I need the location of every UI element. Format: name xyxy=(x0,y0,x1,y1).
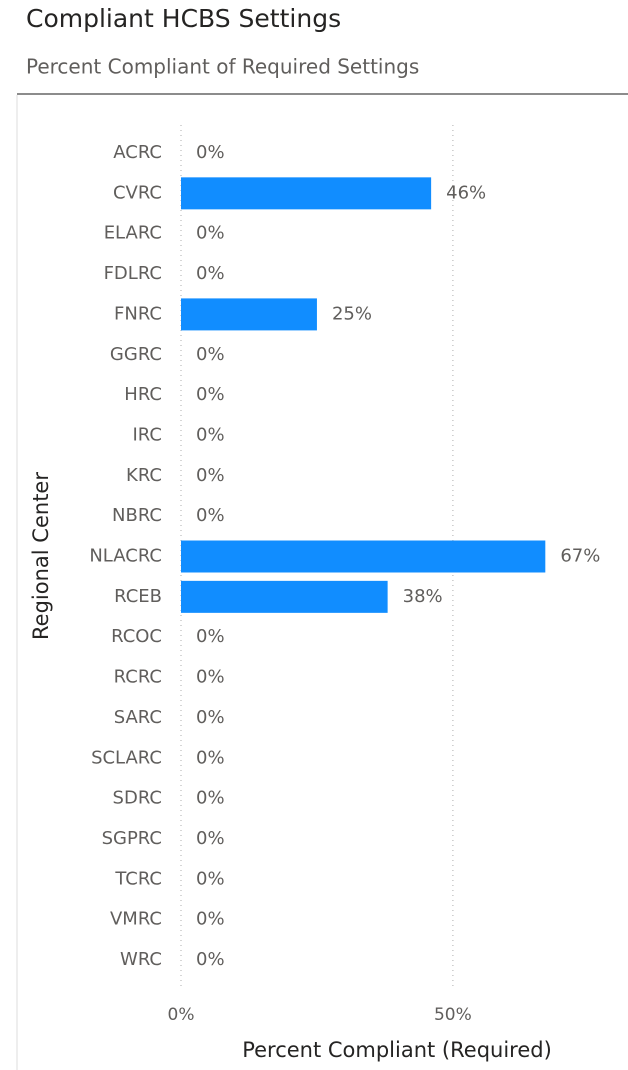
value-label: 0% xyxy=(196,828,225,849)
value-label: 0% xyxy=(196,868,225,889)
x-tick-label: 50% xyxy=(434,1005,472,1025)
value-label: 38% xyxy=(403,586,443,607)
value-label: 46% xyxy=(446,182,486,203)
value-label: 0% xyxy=(196,909,225,930)
y-axis-title: Regional Center xyxy=(29,472,53,640)
y-tick-label: SDRC xyxy=(113,788,162,809)
y-tick-label: FNRC xyxy=(114,303,162,324)
y-tick-label: TCRC xyxy=(114,868,162,889)
value-label: 0% xyxy=(196,626,225,647)
value-label: 0% xyxy=(196,142,225,163)
y-tick-label: RCOC xyxy=(111,626,162,647)
value-label: 25% xyxy=(332,303,372,324)
value-label: 0% xyxy=(196,707,225,728)
value-label: 0% xyxy=(196,223,225,244)
y-tick-label: ACRC xyxy=(113,142,162,163)
y-tick-label: SCLARC xyxy=(91,747,162,768)
bar xyxy=(181,298,317,331)
x-axis-title: Percent Compliant (Required) xyxy=(242,1038,552,1062)
value-label: 0% xyxy=(196,344,225,365)
chart-title: Compliant HCBS Settings xyxy=(26,4,341,33)
bar xyxy=(181,580,388,613)
value-label: 0% xyxy=(196,465,225,486)
y-tick-label: IRC xyxy=(133,424,163,445)
value-label: 0% xyxy=(196,384,225,405)
bar xyxy=(181,177,432,210)
chart-subtitle: Percent Compliant of Required Settings xyxy=(26,55,419,79)
y-tick-label: SARC xyxy=(114,707,162,728)
y-tick-label: NLACRC xyxy=(89,546,162,567)
y-tick-label: RCRC xyxy=(114,667,162,688)
y-tick-label: WRC xyxy=(120,949,162,970)
value-label: 0% xyxy=(196,667,225,688)
value-label: 0% xyxy=(196,788,225,809)
y-tick-label: HRC xyxy=(124,384,162,405)
y-tick-label: ELARC xyxy=(104,223,162,244)
value-label: 67% xyxy=(560,546,600,567)
value-label: 0% xyxy=(196,747,225,768)
value-label: 0% xyxy=(196,424,225,445)
y-tick-label: KRC xyxy=(126,465,162,486)
y-tick-label: VMRC xyxy=(110,909,162,930)
value-label: 0% xyxy=(196,949,225,970)
value-label: 0% xyxy=(196,505,225,526)
value-label: 0% xyxy=(196,263,225,284)
y-tick-label: SGPRC xyxy=(102,828,162,849)
y-tick-label: GGRC xyxy=(110,344,162,365)
y-tick-label: FDLRC xyxy=(104,263,162,284)
x-tick-label: 0% xyxy=(168,1005,195,1025)
y-tick-label: RCEB xyxy=(114,586,162,607)
bar xyxy=(181,540,546,573)
y-tick-label: NBRC xyxy=(112,505,162,526)
y-tick-label: CVRC xyxy=(113,182,162,203)
